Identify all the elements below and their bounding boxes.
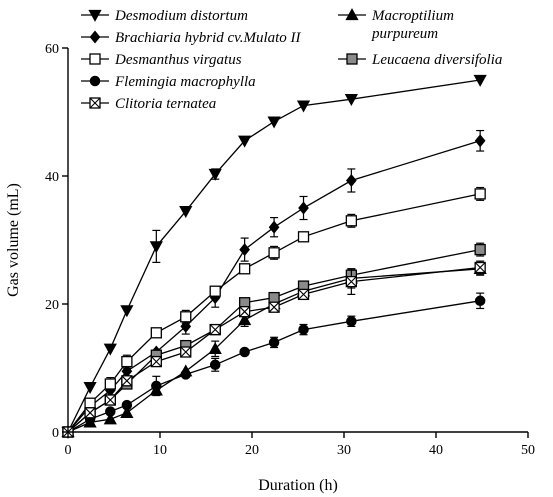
legend-item: Macroptilium purpureum [338,8,454,42]
data-point [180,311,192,323]
data-point [298,324,309,335]
data-point [104,394,116,406]
legend-label: Macroptilium [371,8,454,24]
data-point [268,301,280,313]
data-point [104,378,116,390]
legend-marker [345,8,359,21]
y-tick-label: 20 [45,298,59,313]
data-point [346,173,357,188]
data-point [209,285,221,297]
series-line [67,140,481,433]
data-point [268,220,280,234]
data-point [209,323,221,336]
data-point [83,382,97,395]
y-axis-title: Gas volume (mL) [5,183,22,297]
data-point [297,231,310,243]
series-5 [61,261,487,438]
data-point [84,397,96,409]
data-point [268,291,280,304]
data-point [344,94,358,107]
data-point [474,188,486,200]
axes-layer [67,48,528,433]
legend-label: Desmodium distortum [114,8,248,24]
data-point [345,275,358,288]
legend-label: Leucaena diversifolia [371,52,502,68]
data-point [150,355,162,368]
data-point [149,241,163,254]
data-point [346,316,357,327]
data-point [239,243,250,257]
x-tick-label: 20 [245,443,259,458]
data-point [84,407,96,419]
data-point [120,305,134,318]
data-point [238,313,252,326]
series-7 [62,260,486,438]
x-tick-label: 10 [153,443,167,458]
data-point [150,327,162,339]
data-point [238,263,251,275]
data-point [149,383,163,396]
data-point [297,288,310,301]
legend-marker [89,75,101,87]
legend-item: Brachiaria hybrid cv.Mulato II [81,30,302,46]
legend-marker [89,53,101,65]
y-tick-label: 40 [45,170,59,185]
data-point [474,243,486,256]
legend-item: Flemingia macrophylla [81,74,256,90]
ticks-layer: 0 10 20 30 40 50 0 20 40 60 [45,42,535,458]
data-point [103,412,117,425]
x-tick-label: 30 [337,443,351,458]
data-point [208,168,222,181]
series-line [67,79,481,433]
data-point [179,206,193,219]
data-point [345,215,358,227]
data-point [209,359,221,371]
data-point [238,135,252,148]
data-point [238,306,251,318]
data-point [121,375,133,387]
legend-marker [88,9,102,22]
data-point [268,247,280,259]
series-3 [62,186,486,438]
series-2 [62,129,486,439]
x-tick-label: 40 [429,443,443,458]
data-point [180,346,192,358]
data-point [179,364,193,377]
legend-item: Desmodium distortum [81,8,248,24]
data-point [121,355,133,368]
y-tick-label: 0 [52,426,59,441]
data-point [268,337,280,348]
data-point [296,100,311,113]
data-point [267,116,281,129]
legend-marker [89,30,101,44]
x-tick-label: 0 [65,443,72,458]
data-point [103,343,117,356]
data-point [208,341,222,354]
series-layer [61,74,487,439]
legend: Desmodium distortum Brachiaria hybrid cv.… [81,8,502,112]
legend-label: Brachiaria hybrid cv.Mulato II [115,30,302,46]
legend-marker [89,97,101,109]
legend-item: Desmanthus virgatus [81,52,242,68]
legend-label: Flemingia macrophylla [114,74,256,90]
data-point [474,295,486,307]
x-tick-label: 50 [521,443,535,458]
data-point [473,74,487,87]
legend-marker [346,53,358,65]
data-point [474,261,486,274]
data-point [239,346,250,358]
data-point [120,405,134,418]
x-axis-title: Duration (h) [258,477,338,494]
legend-label: Desmanthus virgatus [114,52,242,68]
legend-item: Leucaena diversifolia [338,52,502,68]
data-point [298,201,309,215]
legend-item: Clitoria ternatea [81,96,216,112]
legend-label: Clitoria ternatea [115,96,216,112]
y-tick-label: 60 [45,42,59,57]
legend-label-line2: purpureum [371,26,438,42]
series-1 [61,74,487,439]
data-point [474,134,486,148]
data-point [83,415,97,428]
